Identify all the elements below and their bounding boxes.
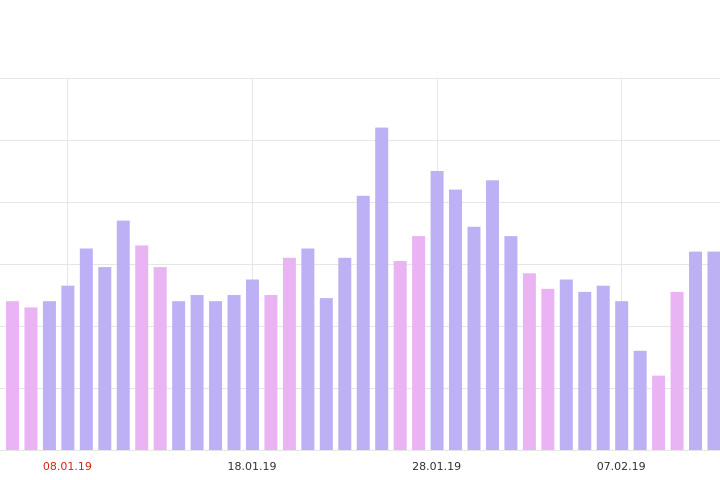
- bar-12.01.19[interactable]: [135, 245, 149, 450]
- x-axis-ticks: 08.01.19 18.01.19 28.01.19 07.02.19: [43, 460, 646, 473]
- x-tick-label: 08.01.19: [43, 460, 92, 473]
- bar-21.01.19[interactable]: [301, 248, 315, 451]
- bar-11.02.19[interactable]: [689, 251, 703, 450]
- bar-18.01.19[interactable]: [245, 279, 259, 451]
- bar-16.01.19[interactable]: [209, 301, 223, 450]
- bar-23.01.19[interactable]: [338, 257, 352, 450]
- x-tick-label: 28.01.19: [412, 460, 461, 473]
- bar-08.02.19[interactable]: [633, 350, 647, 450]
- bar-07.01.19[interactable]: [42, 301, 56, 450]
- bar-30.01.19[interactable]: [467, 226, 481, 450]
- bar-12.02.19[interactable]: [707, 251, 720, 450]
- bar-13.01.19[interactable]: [153, 267, 167, 450]
- bar-05.02.19[interactable]: [578, 291, 592, 450]
- bar-25.01.19[interactable]: [375, 127, 389, 450]
- bar-09.02.19[interactable]: [652, 375, 666, 450]
- bar-04.02.19[interactable]: [559, 279, 573, 451]
- bar-26.01.19[interactable]: [393, 260, 407, 450]
- bar-10.01.19[interactable]: [98, 267, 112, 450]
- bar-19.01.19[interactable]: [264, 295, 278, 450]
- bar-17.01.19[interactable]: [227, 295, 241, 450]
- bar-08.01.19[interactable]: [61, 285, 75, 450]
- bar-09.01.19[interactable]: [79, 248, 93, 451]
- bar-03.02.19[interactable]: [541, 288, 555, 450]
- bar-06.01.19[interactable]: [24, 307, 38, 450]
- bar-07.02.19[interactable]: [615, 301, 629, 450]
- bar-22.01.19[interactable]: [319, 298, 333, 450]
- bar-24.01.19[interactable]: [356, 195, 370, 450]
- bar-11.01.19[interactable]: [116, 220, 130, 450]
- chart-bars: [6, 127, 720, 451]
- bar-05.01.19[interactable]: [6, 301, 19, 450]
- bar-27.01.19[interactable]: [412, 236, 426, 450]
- x-tick-label: 18.01.19: [227, 460, 276, 473]
- bar-28.01.19[interactable]: [430, 171, 444, 450]
- bar-01.02.19[interactable]: [504, 236, 518, 450]
- x-tick-label: 07.02.19: [597, 460, 646, 473]
- bar-06.02.19[interactable]: [596, 285, 610, 450]
- bar-15.01.19[interactable]: [190, 295, 204, 450]
- bar-10.02.19[interactable]: [670, 291, 684, 450]
- bar-02.02.19[interactable]: [522, 273, 536, 450]
- bar-29.01.19[interactable]: [449, 189, 463, 450]
- bar-31.01.19[interactable]: [485, 180, 499, 451]
- bar-20.01.19[interactable]: [282, 257, 296, 450]
- bar-14.01.19[interactable]: [172, 301, 186, 450]
